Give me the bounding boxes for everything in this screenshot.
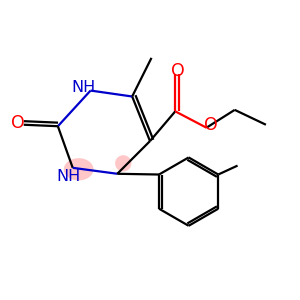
Text: NH: NH — [56, 169, 80, 184]
Text: O: O — [204, 116, 218, 134]
Text: O: O — [171, 62, 185, 80]
Ellipse shape — [115, 155, 131, 172]
Ellipse shape — [64, 158, 94, 181]
Text: O: O — [11, 114, 25, 132]
Text: NH: NH — [71, 80, 95, 95]
